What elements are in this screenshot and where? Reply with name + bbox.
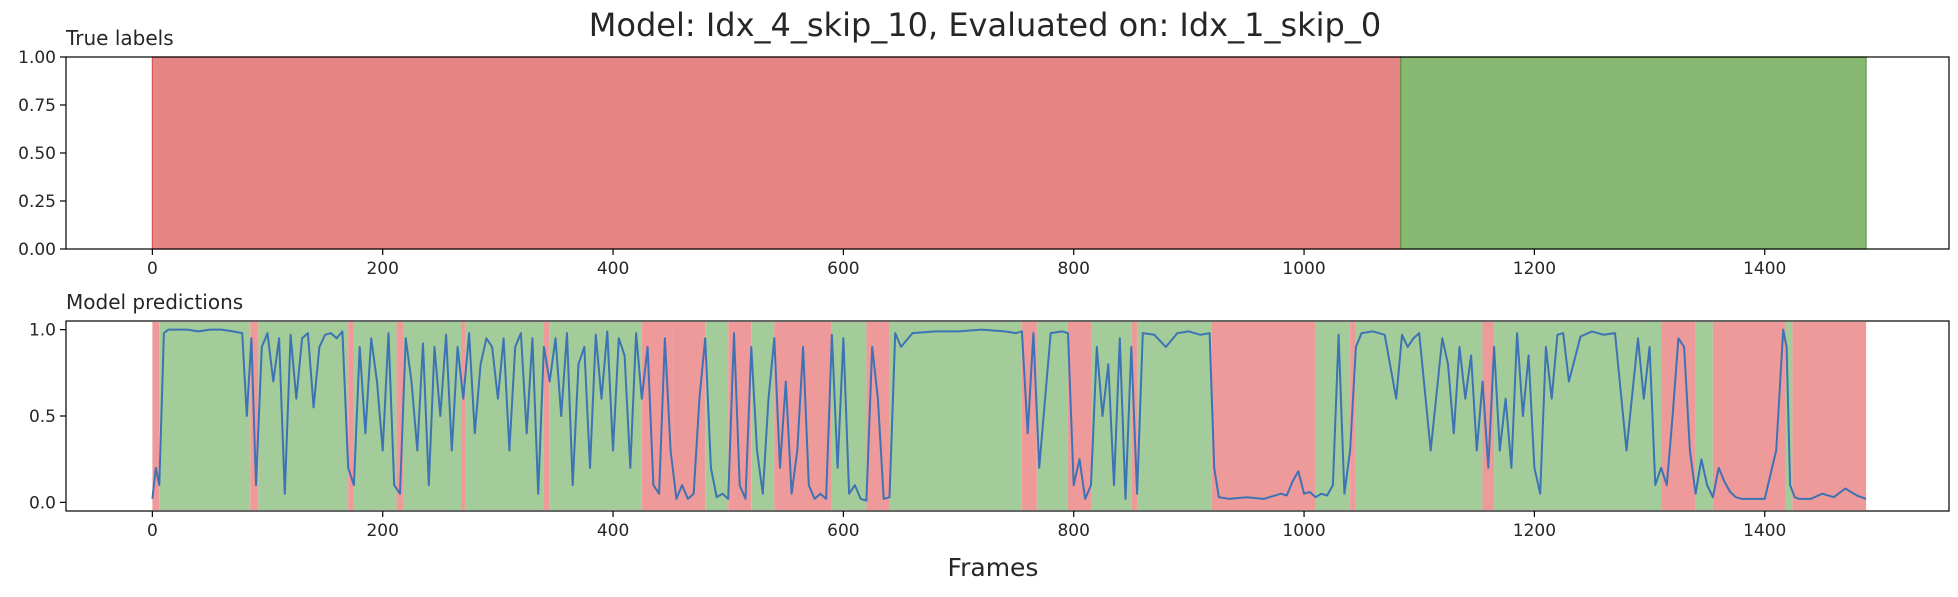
x-tick-label: 200: [366, 259, 398, 279]
x-tick-label: 1000: [1282, 521, 1325, 541]
x-axis-title: Frames: [948, 553, 1039, 582]
true-labels-y-ticks: 0.00 0.25 0.50 0.75 1.00: [18, 48, 66, 260]
x-tick-label: 800: [1057, 259, 1089, 279]
model-predictions-x-ticks: 0 200 400 600 800 1000 1200 1400: [147, 511, 1786, 541]
x-tick-label: 600: [827, 259, 859, 279]
prediction-band-31: [1482, 322, 1495, 510]
prediction-band-13: [672, 322, 706, 510]
x-tick-label: 600: [827, 521, 859, 541]
prediction-line: [151, 328, 1867, 502]
model-predictions-panel: Model predictions 0.0 0.5 1.0 0 200 400 600 80…: [29, 290, 1950, 582]
prediction-band-0: [152, 322, 160, 510]
prediction-band-22: [1036, 322, 1068, 510]
true-labels-x-ticks: 0 200 400 600 800 1000 1200 1400: [147, 249, 1786, 279]
prediction-band-10: [543, 322, 550, 510]
y-tick-label: 0.00: [18, 240, 56, 260]
prediction-band-30: [1355, 322, 1483, 510]
y-tick-label: 1.00: [18, 48, 56, 68]
prediction-bands: [152, 322, 1867, 510]
x-tick-label: 400: [597, 259, 629, 279]
x-tick-label: 200: [366, 521, 398, 541]
figure-title: Model: Idx_4_skip_10, Evaluated on: Idx_…: [589, 6, 1381, 44]
y-tick-label: 0.75: [18, 96, 56, 116]
y-tick-label: 0.5: [29, 407, 56, 427]
prediction-band-6: [396, 322, 404, 510]
prediction-band-35: [1712, 322, 1786, 510]
prediction-band-8: [461, 322, 466, 510]
prediction-band-20: [889, 322, 1022, 510]
true-label-segment-1: [1400, 56, 1867, 250]
x-tick-label: 0: [147, 259, 158, 279]
x-tick-label: 1000: [1282, 259, 1325, 279]
prediction-band-27: [1211, 322, 1316, 510]
prediction-band-15: [728, 322, 752, 510]
prediction-band-26: [1137, 322, 1212, 510]
y-tick-label: 1.0: [29, 321, 56, 341]
x-tick-label: 1200: [1513, 259, 1556, 279]
y-tick-label: 0.25: [18, 192, 56, 212]
prediction-band-16: [751, 322, 775, 510]
x-tick-label: 1400: [1743, 521, 1786, 541]
x-tick-label: 800: [1057, 521, 1089, 541]
y-tick-label: 0.0: [29, 493, 56, 513]
prediction-band-1: [159, 322, 251, 510]
prediction-band-4: [348, 322, 354, 510]
true-label-segment-0: [151, 56, 1402, 250]
prediction-band-3: [258, 322, 349, 510]
true-labels-panel-title: True labels: [65, 26, 174, 50]
model-predictions-panel-title: Model predictions: [66, 290, 243, 314]
x-tick-label: 1200: [1513, 521, 1556, 541]
model-predictions-y-ticks: 0.0 0.5 1.0: [29, 321, 66, 513]
y-tick-label: 0.50: [18, 144, 56, 164]
x-tick-label: 400: [597, 521, 629, 541]
true-label-segments: [151, 56, 1867, 250]
true-labels-panel: True labels 0.00 0.25 0.50 0.75 1.00 0 200 400…: [18, 26, 1950, 279]
x-tick-label: 1400: [1743, 259, 1786, 279]
x-tick-label: 0: [147, 521, 158, 541]
prediction-band-37: [1792, 322, 1867, 510]
